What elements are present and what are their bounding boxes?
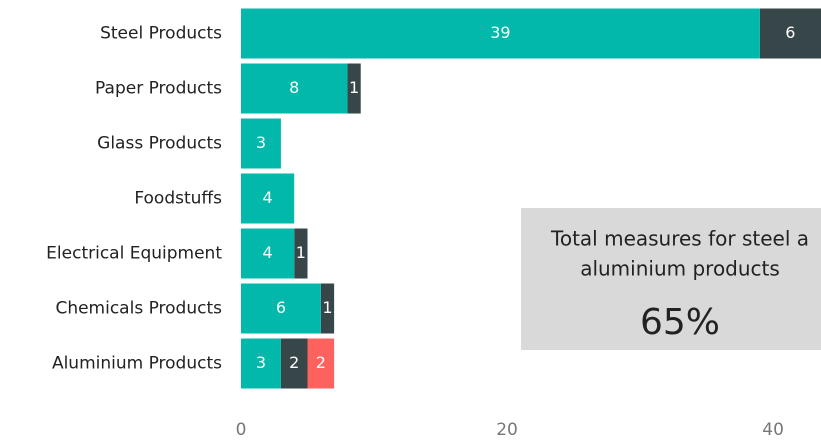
data-label: 2 — [289, 353, 299, 372]
bar-segment — [241, 228, 295, 279]
bar-segment — [307, 338, 335, 389]
bar-segment — [320, 283, 335, 334]
annotation-value: 65% — [640, 302, 720, 343]
annotation-box — [521, 208, 821, 350]
data-label: 6 — [785, 23, 795, 42]
x-tick-label: 20 — [496, 420, 518, 440]
y-tick-label: Glass Products — [97, 134, 222, 154]
y-tick-label: Chemicals Products — [55, 299, 222, 319]
y-tick-label: Steel Products — [100, 24, 222, 44]
data-label: 6 — [276, 298, 286, 317]
bar-segment — [294, 228, 308, 279]
bar-segment — [347, 63, 361, 114]
bar-segment — [280, 338, 308, 389]
bar-segment — [241, 63, 348, 114]
bar-segment — [759, 8, 821, 59]
y-tick-label: Aluminium Products — [52, 354, 222, 374]
y-tick-label: Foodstuffs — [134, 189, 222, 209]
data-label: 8 — [289, 78, 299, 97]
data-label: 39 — [490, 23, 510, 42]
x-tick-label: 0 — [236, 420, 247, 440]
data-label: 4 — [263, 243, 273, 262]
bar-segment — [241, 8, 760, 59]
data-label: 1 — [296, 243, 306, 262]
y-tick-label: Paper Products — [95, 79, 222, 99]
data-label: 3 — [256, 353, 266, 372]
data-label: 4 — [263, 188, 273, 207]
data-label: 3 — [256, 133, 266, 152]
bar-segment — [241, 338, 281, 389]
x-tick-label: 40 — [762, 420, 784, 440]
annotation-line: Total measures for steel a — [550, 227, 809, 251]
y-tick-label: Electrical Equipment — [46, 244, 222, 264]
bar-segment — [241, 173, 295, 224]
data-label: 1 — [322, 298, 332, 317]
data-label: 2 — [316, 353, 326, 372]
bar-segment — [241, 283, 321, 334]
annotation-line: aluminium products — [580, 257, 780, 281]
data-label: 1 — [349, 78, 359, 97]
bar-segment — [241, 118, 281, 169]
